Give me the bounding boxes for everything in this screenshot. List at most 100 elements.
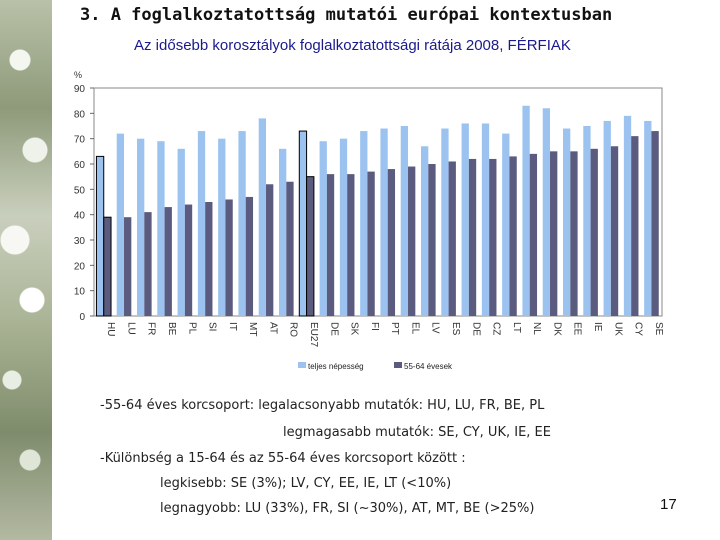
bar-55-64-évesek-SE bbox=[651, 131, 659, 316]
bar-teljes-népesség-UK bbox=[603, 120, 611, 316]
bar-chart: 0 10 20 30 40 50 60 70 80 90% HU LU FR BE PL SI IT MT AT RO… bbox=[74, 70, 664, 371]
bar-55-64-évesek-DK bbox=[550, 151, 558, 316]
bar-55-64-évesek-PL bbox=[184, 204, 193, 316]
note-line-1: -55-64 éves korcsoport: legalacsonyabb m… bbox=[100, 398, 545, 413]
bar-teljes-népesség-SE bbox=[644, 120, 652, 316]
x-tick-label: IT bbox=[227, 322, 238, 331]
bar-55-64-évesek-DE bbox=[468, 158, 477, 316]
x-tick-label: PT bbox=[389, 322, 400, 335]
x-tick-label: DK bbox=[551, 322, 562, 336]
bar-teljes-népesség-RO bbox=[279, 148, 287, 316]
bar-teljes-népesség-BE bbox=[157, 141, 165, 316]
y-tick-label: 30 bbox=[74, 236, 86, 247]
x-tick-label: PL bbox=[186, 322, 197, 335]
bar-55-64-évesek-EU27 bbox=[306, 176, 315, 317]
bar-teljes-népesség-LT bbox=[502, 133, 510, 316]
bar-teljes-népesség-SK bbox=[339, 138, 348, 316]
bar-teljes-népesség-LV bbox=[421, 146, 429, 316]
bar-55-64-évesek-BE bbox=[164, 207, 172, 316]
bar-teljes-népesség-CY bbox=[623, 115, 632, 316]
bar-55-64-évesek-FI bbox=[367, 171, 375, 316]
x-tick-label: LV bbox=[430, 322, 441, 334]
blossom-photo bbox=[0, 0, 52, 540]
y-tick-label: 40 bbox=[74, 211, 86, 222]
bar-55-64-évesek-NL bbox=[529, 153, 538, 316]
bar-55-64-évesek-UK bbox=[610, 146, 619, 316]
bar-55-64-évesek-HU bbox=[103, 216, 112, 317]
bar-55-64-évesek-AT bbox=[266, 184, 274, 316]
note-line-5: legnagyobb: LU (33%), FR, SI (~30%), AT,… bbox=[160, 501, 535, 516]
bar-55-64-évesek-PT bbox=[387, 169, 396, 316]
x-tick-label: BE bbox=[166, 322, 177, 336]
legend-label: teljes népesség bbox=[308, 362, 364, 371]
y-tick-label: 90 bbox=[74, 84, 86, 95]
x-tick-label: NL bbox=[531, 322, 542, 335]
y-tick-label: 80 bbox=[74, 109, 86, 120]
x-tick-label: IE bbox=[592, 322, 603, 332]
x-tick-label: UK bbox=[612, 322, 623, 336]
bar-55-64-évesek-SI bbox=[205, 202, 213, 316]
bar-teljes-népesség-AT bbox=[258, 118, 267, 317]
note-line-2: legmagasabb mutatók: SE, CY, UK, IE, EE bbox=[283, 425, 551, 440]
x-tick-label: CY bbox=[633, 322, 644, 336]
bar-55-64-évesek-LU bbox=[124, 217, 132, 316]
bar-teljes-népesség-IE bbox=[583, 126, 591, 316]
bar-55-64-évesek-DE bbox=[326, 174, 335, 316]
x-tick-label: CZ bbox=[491, 322, 502, 335]
x-tick-label: HU bbox=[105, 322, 116, 336]
x-tick-label: DE bbox=[328, 322, 339, 336]
x-tick-label: LT bbox=[511, 322, 522, 333]
note-line-4: legkisebb: SE (3%); LV, CY, EE, IE, LT (… bbox=[160, 476, 452, 491]
bar-teljes-népesség-DK bbox=[542, 108, 551, 316]
y-tick-label: 70 bbox=[74, 135, 86, 146]
bar-teljes-népesség-ES bbox=[441, 128, 449, 316]
y-tick-label: 10 bbox=[74, 287, 86, 298]
x-tick-label: ES bbox=[450, 322, 461, 336]
x-tick-label: MT bbox=[247, 322, 258, 336]
x-tick-label: SK bbox=[349, 322, 360, 336]
y-axis-label: % bbox=[74, 70, 82, 80]
bar-teljes-népesség-MT bbox=[238, 131, 246, 316]
x-tick-label: EL bbox=[409, 322, 420, 335]
slide-title: 3. A foglalkoztatottság mutatói európai … bbox=[80, 5, 613, 25]
bar-55-64-évesek-CY bbox=[631, 136, 639, 316]
bar-55-64-évesek-EE bbox=[570, 151, 578, 316]
bar-55-64-évesek-IE bbox=[590, 148, 598, 316]
bar-55-64-évesek-EL bbox=[408, 166, 416, 316]
x-tick-label: SE bbox=[653, 322, 664, 336]
bar-55-64-évesek-MT bbox=[245, 196, 254, 316]
bar-teljes-népesség-NL bbox=[522, 105, 530, 316]
bar-55-64-évesek-LT bbox=[509, 156, 517, 316]
y-tick-label: 20 bbox=[74, 261, 86, 272]
bar-55-64-évesek-CZ bbox=[489, 158, 497, 316]
bar-teljes-népesség-DE bbox=[461, 123, 469, 316]
note-line-3: -Különbség a 15-64 és az 55-64 éves korc… bbox=[100, 451, 466, 466]
y-tick-label: 0 bbox=[79, 312, 85, 323]
y-tick-label: 50 bbox=[74, 185, 86, 196]
bar-teljes-népesség-FI bbox=[360, 131, 368, 316]
x-tick-label: LU bbox=[125, 322, 136, 335]
bar-teljes-népesség-EL bbox=[400, 126, 409, 316]
bar-55-64-évesek-RO bbox=[286, 181, 294, 316]
bar-55-64-évesek-ES bbox=[448, 161, 456, 316]
x-tick-label: EE bbox=[572, 322, 583, 336]
legend-swatch bbox=[394, 362, 402, 368]
page-number: 17 bbox=[660, 496, 677, 513]
legend-swatch bbox=[298, 362, 306, 368]
bar-teljes-népesség-SI bbox=[197, 131, 206, 316]
bar-teljes-népesség-EE bbox=[563, 128, 571, 316]
x-tick-label: FI bbox=[369, 322, 380, 331]
x-tick-label: RO bbox=[288, 322, 299, 337]
bar-55-64-évesek-SK bbox=[347, 174, 355, 316]
bar-teljes-népesség-LU bbox=[116, 133, 125, 316]
bar-teljes-népesség-FR bbox=[137, 138, 145, 316]
legend-label: 55-64 évesek bbox=[404, 362, 453, 371]
x-tick-label: AT bbox=[267, 322, 278, 334]
bar-teljes-népesség-CZ bbox=[481, 123, 490, 316]
y-tick-label: 60 bbox=[74, 160, 86, 171]
bar-teljes-népesség-EU27 bbox=[298, 130, 308, 317]
x-tick-label: EU27 bbox=[308, 322, 319, 347]
bar-teljes-népesség-IT bbox=[218, 138, 226, 316]
x-tick-label: SI bbox=[207, 322, 218, 331]
x-tick-label: DE bbox=[470, 322, 481, 336]
